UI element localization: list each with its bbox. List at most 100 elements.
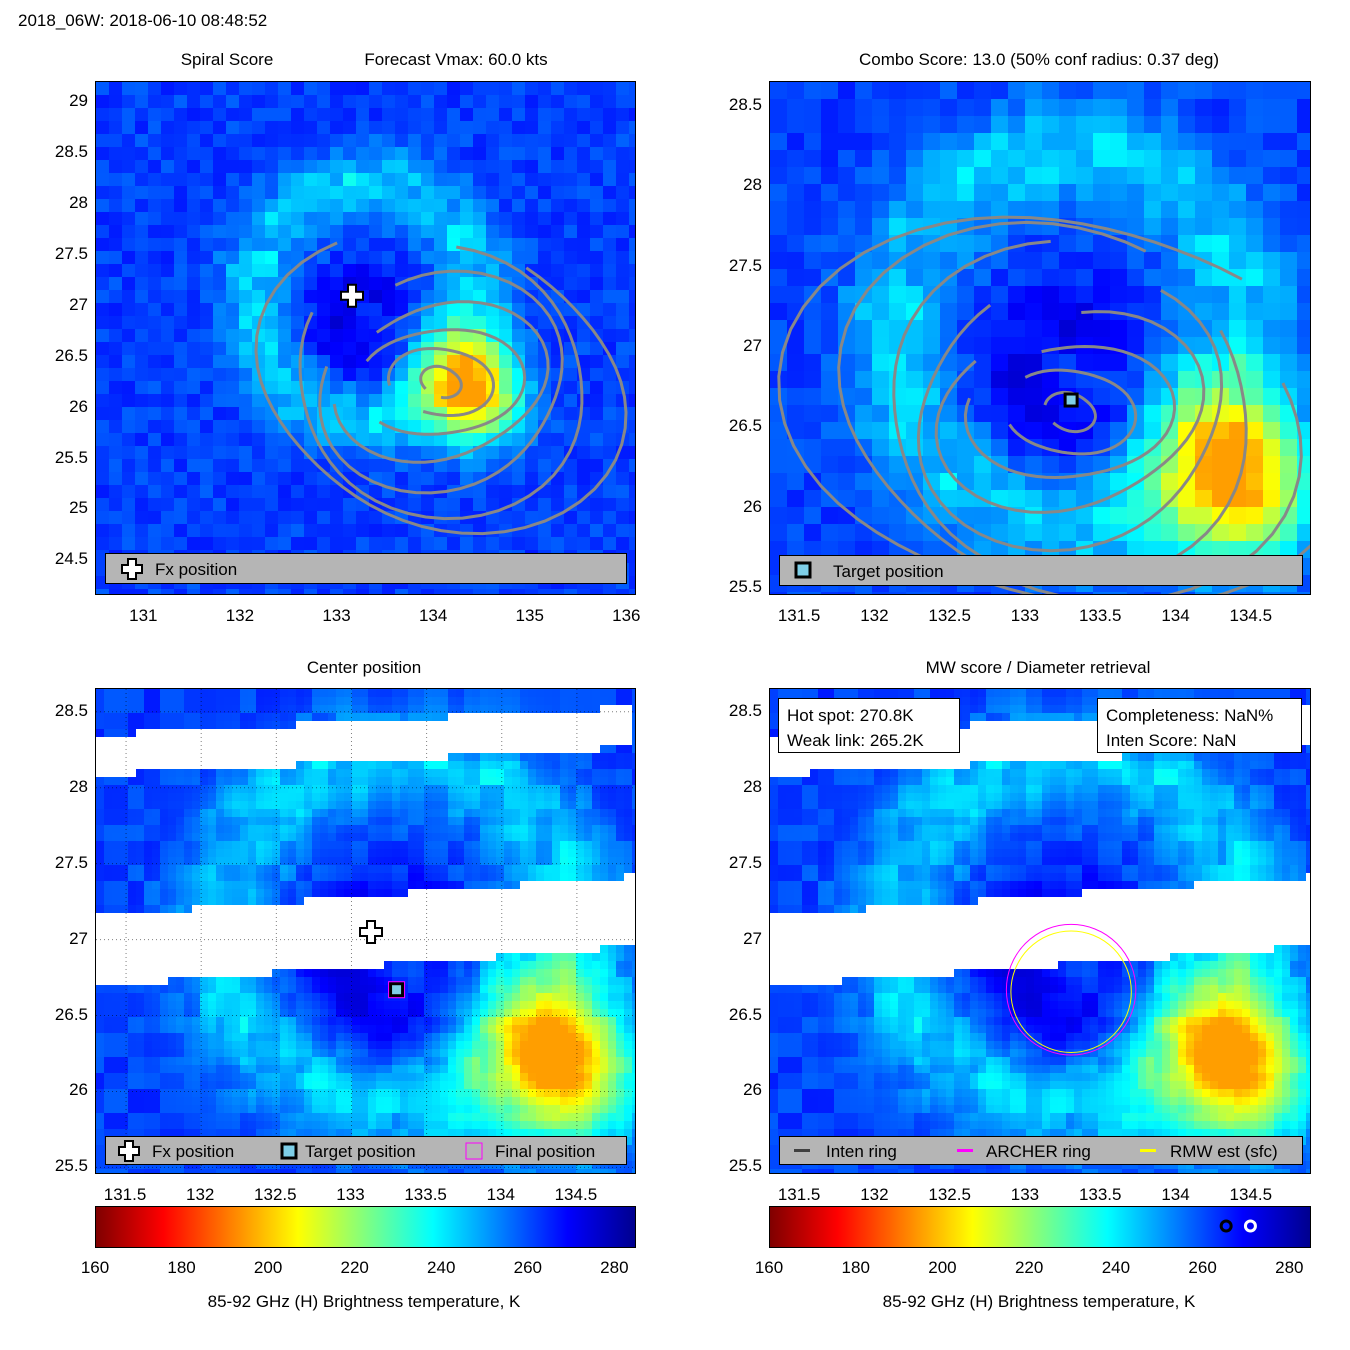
spiral-xtick: 134 bbox=[418, 606, 448, 625]
legend-label: ARCHER ring bbox=[986, 1142, 1091, 1161]
combo-xtick: 134.5 bbox=[1229, 606, 1273, 625]
combo-ytick: 25.5 bbox=[728, 576, 762, 596]
center-legend: Fx position Target position Final positi… bbox=[105, 1136, 627, 1165]
spiral-vmax-title: Forecast Vmax: 60.0 kts bbox=[364, 50, 548, 69]
mw-ytick: 26 bbox=[743, 1080, 762, 1100]
center-xtick: 134.5 bbox=[554, 1185, 598, 1204]
mw-ytick: 28 bbox=[743, 776, 762, 796]
spiral-ytick: 27 bbox=[69, 294, 88, 314]
spiral-ytick: 29 bbox=[69, 91, 88, 111]
mw-xtick: 132.5 bbox=[928, 1185, 971, 1204]
combo-ytick: 27.5 bbox=[728, 255, 762, 275]
combo-ytick: 28.5 bbox=[728, 95, 762, 115]
combo-ytick: 27 bbox=[743, 336, 762, 356]
archer-ring-swatch bbox=[957, 1149, 973, 1152]
mw-ytick: 26.5 bbox=[728, 1004, 762, 1024]
legend-label: Target position bbox=[833, 562, 944, 581]
combo-ytick: 28 bbox=[743, 175, 762, 195]
spiral-ytick: 25.5 bbox=[54, 447, 88, 467]
spiral-title: Spiral Score bbox=[180, 50, 274, 69]
combo-ytick: 26.5 bbox=[728, 416, 762, 436]
legend-label: Fx position bbox=[155, 560, 238, 579]
colorbar-tick: 240 bbox=[427, 1258, 456, 1277]
archer-ring bbox=[1005, 923, 1137, 1056]
rmw-ring bbox=[1010, 930, 1132, 1053]
legend-label: Final position bbox=[495, 1142, 596, 1161]
spiral-ytick: 25 bbox=[69, 498, 88, 518]
spiral-xtick: 135 bbox=[515, 606, 544, 625]
combo-xtick: 133 bbox=[1010, 606, 1040, 625]
completeness-info: Completeness: NaN% Inten Score: NaN bbox=[1097, 698, 1302, 753]
colorbar-label-right: 85-92 GHz (H) Brightness temperature, K bbox=[882, 1292, 1196, 1311]
mw-xtick: 133.5 bbox=[1078, 1185, 1122, 1204]
combo-title: Combo Score: 13.0 (50% conf radius: 0.37… bbox=[858, 50, 1220, 69]
spiral-heatmap bbox=[96, 82, 635, 594]
center-xtick: 133 bbox=[336, 1185, 365, 1204]
mw-score-plot: Hot spot: 270.8K Weak link: 265.2K Compl… bbox=[769, 688, 1311, 1174]
spiral-ytick: 26.5 bbox=[54, 345, 88, 365]
center-ytick: 26.5 bbox=[54, 1004, 88, 1024]
center-ytick: 27.5 bbox=[54, 852, 88, 872]
mw-ytick: 28.5 bbox=[728, 700, 762, 720]
inten-ring-swatch bbox=[794, 1149, 810, 1152]
mw-ytick: 27.5 bbox=[728, 852, 762, 872]
center-ytick: 27 bbox=[69, 928, 88, 948]
colorbar-tick: 220 bbox=[340, 1258, 369, 1277]
combo-xtick: 133.5 bbox=[1078, 606, 1122, 625]
combo-xtick: 132 bbox=[860, 606, 889, 625]
center-heatmap bbox=[96, 689, 635, 1173]
legend-label: RMW est (sfc) bbox=[1170, 1142, 1278, 1161]
colorbar-tick: 180 bbox=[167, 1258, 196, 1277]
heatmap-cells bbox=[770, 82, 1310, 594]
spiral-score-plot: Fx position bbox=[95, 81, 636, 595]
spiral-ytick: 24.5 bbox=[54, 549, 88, 569]
mw-ytick: 27 bbox=[743, 928, 762, 948]
spiral-ytick: 28.5 bbox=[54, 142, 88, 162]
target-position-marker bbox=[1063, 392, 1079, 408]
center-position-plot: Fx position Target position Final positi… bbox=[95, 688, 636, 1174]
spiral-ytick: 28 bbox=[69, 193, 88, 213]
combo-ytick: 26 bbox=[743, 496, 762, 516]
legend-label: Fx position bbox=[152, 1142, 235, 1161]
colorbar-tick: 200 bbox=[928, 1258, 957, 1277]
hot-spot-text: Hot spot: 270.8K bbox=[787, 706, 914, 725]
heatmap-cells bbox=[770, 689, 1310, 1173]
colorbar-tick: 280 bbox=[600, 1258, 629, 1277]
spiral-xtick: 133 bbox=[322, 606, 351, 625]
combo-xtick: 131.5 bbox=[777, 606, 821, 625]
colorbar-left bbox=[95, 1206, 636, 1248]
mw-legend: Inten ring ARCHER ring RMW est (sfc) bbox=[779, 1136, 1303, 1165]
mw-heatmap bbox=[770, 689, 1310, 1173]
center-xtick: 134 bbox=[486, 1185, 515, 1204]
colorbar-tick: 160 bbox=[80, 1258, 110, 1277]
combo-xtick: 134 bbox=[1161, 606, 1190, 625]
hot-spot-marker bbox=[1219, 1219, 1233, 1233]
hot-spot-info: Hot spot: 270.8K Weak link: 265.2K bbox=[778, 698, 960, 753]
storm-time-label: 2018_06W: 2018-06-10 08:48:52 bbox=[18, 11, 268, 30]
mw-xtick: 134.5 bbox=[1229, 1185, 1273, 1204]
rmw-ring-swatch bbox=[1140, 1149, 1156, 1152]
combo-legend: Target position bbox=[779, 555, 1303, 586]
colorbar-tick: 180 bbox=[841, 1258, 870, 1277]
heatmap-cells bbox=[96, 82, 635, 594]
target-position-marker bbox=[388, 981, 406, 999]
colorbar-tick: 200 bbox=[253, 1258, 283, 1277]
mw-xtick: 132 bbox=[860, 1185, 889, 1204]
colorbar-tick: 220 bbox=[1014, 1258, 1044, 1277]
center-xtick: 133.5 bbox=[404, 1185, 447, 1204]
weak-link-marker bbox=[1243, 1219, 1257, 1233]
center-title: Center position bbox=[306, 658, 422, 677]
center-xtick: 131.5 bbox=[103, 1185, 147, 1204]
legend-label: Inten ring bbox=[826, 1142, 897, 1161]
colorbar-tick: 280 bbox=[1275, 1258, 1304, 1277]
center-ytick: 28.5 bbox=[54, 700, 88, 720]
mw-xtick: 134 bbox=[1161, 1185, 1190, 1204]
center-ytick: 25.5 bbox=[54, 1156, 88, 1176]
inten-score-text: Inten Score: NaN bbox=[1106, 731, 1237, 750]
colorbar-tick: 240 bbox=[1101, 1258, 1131, 1277]
colorbar-tick: 260 bbox=[1188, 1258, 1217, 1277]
spiral-legend: Fx position bbox=[105, 553, 627, 584]
mw-xtick: 131.5 bbox=[777, 1185, 821, 1204]
completeness-text: Completeness: NaN% bbox=[1106, 706, 1274, 725]
combo-xtick: 132.5 bbox=[928, 606, 971, 625]
